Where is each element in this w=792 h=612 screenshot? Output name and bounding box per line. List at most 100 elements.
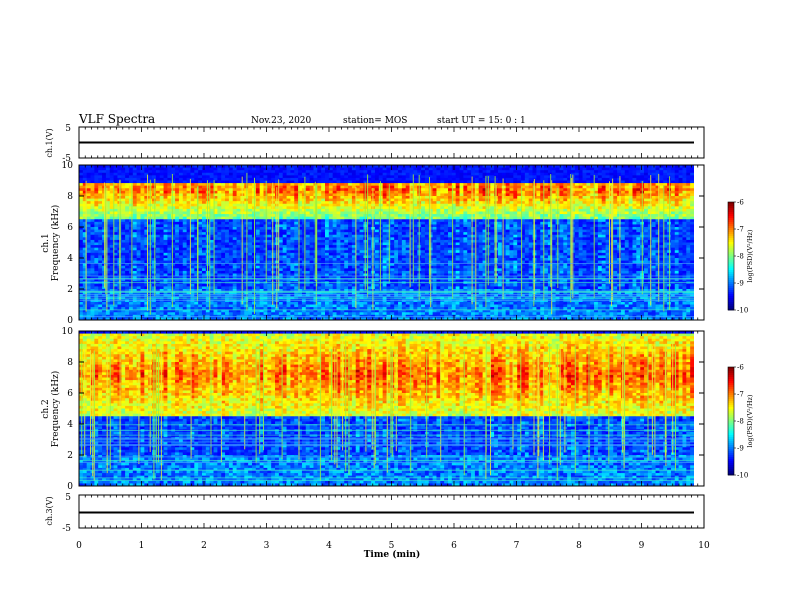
spectrogram-cell xyxy=(113,219,118,223)
spectrogram-cell xyxy=(309,245,314,249)
spectrogram-cell xyxy=(128,263,134,267)
spectrogram-cell xyxy=(175,208,180,212)
spectrogram-cell xyxy=(290,265,295,269)
spectrogram-cell xyxy=(359,170,364,174)
spectrogram-cell xyxy=(232,219,237,223)
spectrogram-cell xyxy=(313,177,318,181)
spectrogram-cell xyxy=(382,304,387,308)
spectrogram-cell xyxy=(105,201,111,205)
spectrogram-cell xyxy=(305,270,311,274)
spectrogram-cell xyxy=(351,294,357,298)
spectrogram-cell xyxy=(90,250,95,254)
spectrogram-cell xyxy=(263,239,268,243)
spectrogram-cell xyxy=(94,216,99,220)
spectrogram-cell xyxy=(325,180,330,184)
spectrogram-cell xyxy=(236,165,241,168)
spectrogram-cell xyxy=(163,180,168,184)
spectrogram-cell xyxy=(128,239,134,243)
spectrogram-cell xyxy=(163,206,168,210)
spectrogram-cell xyxy=(294,232,299,236)
spectrogram-cell xyxy=(340,165,345,168)
spectrogram-cell xyxy=(321,201,326,205)
spectrogram-cell xyxy=(182,304,188,308)
spectrogram-cell xyxy=(144,165,149,168)
spectrogram-cell xyxy=(128,301,134,305)
spectrogram-cell xyxy=(159,193,164,197)
spectrogram-cell xyxy=(159,198,164,202)
spectrogram-cell xyxy=(159,221,164,225)
spectrogram-cell xyxy=(236,278,241,282)
spectrogram-cell xyxy=(136,208,141,212)
spectrogram-cell xyxy=(213,304,218,308)
spectrogram-cell xyxy=(371,309,376,313)
spectrogram-cell xyxy=(152,265,157,269)
spectrogram-cell xyxy=(309,268,314,272)
spectrogram-cell xyxy=(79,268,84,272)
spectrogram-cell xyxy=(221,221,226,225)
spectrogram-cell xyxy=(175,299,180,303)
spectrogram-cell xyxy=(267,188,272,192)
spectrogram-cell xyxy=(209,260,214,264)
spectrogram-cell xyxy=(228,206,234,210)
spectrogram-cell xyxy=(194,206,199,210)
spectrogram-cell xyxy=(325,255,330,259)
spectrogram-cell xyxy=(301,260,307,264)
spectrogram-cell xyxy=(305,227,311,230)
spectrogram-cell xyxy=(298,252,303,256)
spectrogram-cell xyxy=(225,221,230,225)
spectrogram-cell xyxy=(213,234,218,238)
spectrogram-cell xyxy=(79,190,84,194)
spectrogram-cell xyxy=(144,234,149,238)
spectrogram-cell xyxy=(228,312,234,316)
spectrogram-cell xyxy=(344,294,349,298)
spectrogram-cell xyxy=(125,299,130,303)
spectrogram-cell xyxy=(340,309,345,313)
spectrogram-cell xyxy=(105,250,111,254)
spectrogram-cell xyxy=(109,237,114,241)
spectrogram-cell xyxy=(328,260,334,264)
spectrogram-cell xyxy=(325,214,330,218)
spectrogram-cell xyxy=(217,250,222,254)
spectrogram-cell xyxy=(225,214,230,218)
spectrogram-cell xyxy=(159,307,164,311)
spectrogram-cell xyxy=(82,268,88,272)
spectrogram-cell xyxy=(144,201,149,205)
spectrogram-cell xyxy=(132,214,138,218)
spectrogram-cell xyxy=(159,190,164,194)
spectrogram-cell xyxy=(125,294,130,298)
spectrogram-cell xyxy=(259,167,264,171)
spectrogram-cell xyxy=(121,294,126,298)
spectrogram-cell xyxy=(86,216,91,220)
spectrogram-cell xyxy=(132,242,138,246)
spectrogram-cell xyxy=(198,239,203,243)
spectrogram-cell xyxy=(348,260,353,264)
spectrogram-cell xyxy=(221,185,226,189)
spectrogram-cell xyxy=(225,239,230,243)
spectrogram-cell xyxy=(178,304,184,308)
spectrogram-cell xyxy=(382,307,387,311)
spectrogram-cell xyxy=(378,216,384,220)
spectrogram-cell xyxy=(148,177,153,181)
spectrogram-cell xyxy=(125,247,130,251)
spectrogram-cell xyxy=(190,183,195,187)
spectrogram-cell xyxy=(259,239,264,243)
spectrogram-cell xyxy=(228,265,234,269)
spectrogram-cell xyxy=(144,309,149,313)
spectrogram-cell xyxy=(90,167,95,171)
spectrogram-cell xyxy=(355,307,360,311)
spectrogram-cell xyxy=(221,208,226,212)
spectrogram-cell xyxy=(355,276,360,280)
spectrogram-cell xyxy=(294,224,299,228)
spectrogram-cell xyxy=(259,304,264,308)
spectrogram-cell xyxy=(121,167,126,171)
spectrogram-cell xyxy=(94,317,99,321)
spectrogram-cell xyxy=(155,198,161,202)
spectrogram-cell xyxy=(317,190,322,194)
spectrogram-cell xyxy=(136,196,141,199)
spectrogram-cell xyxy=(386,252,391,256)
spectrogram-cell xyxy=(386,208,391,212)
spectrogram-cell xyxy=(152,196,157,199)
spectrogram-cell xyxy=(367,216,372,220)
spectrogram-cell xyxy=(117,307,122,311)
spectrogram-cell xyxy=(209,301,214,305)
